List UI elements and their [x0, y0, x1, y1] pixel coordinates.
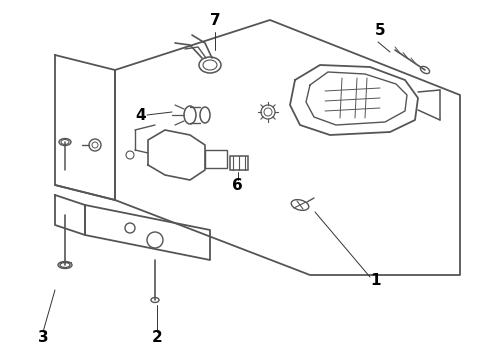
Text: 7: 7 — [210, 13, 221, 28]
Text: 1: 1 — [370, 273, 381, 288]
Text: 6: 6 — [232, 178, 243, 193]
Text: 3: 3 — [38, 330, 49, 345]
Text: 5: 5 — [375, 23, 386, 38]
Text: 2: 2 — [152, 330, 163, 345]
Bar — [205, 150, 227, 168]
Bar — [230, 156, 248, 170]
Text: 4: 4 — [135, 108, 146, 123]
